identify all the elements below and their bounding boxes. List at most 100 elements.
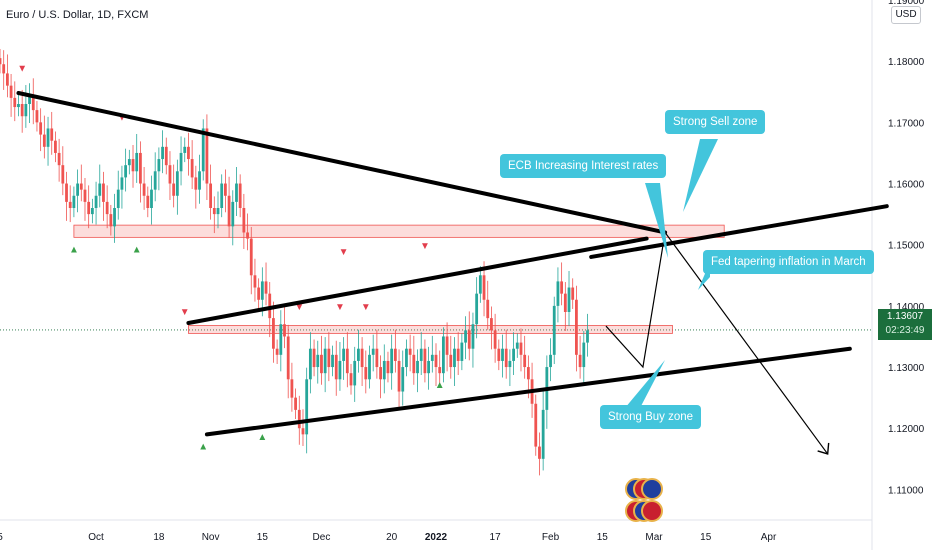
bear-candle [164, 146, 168, 166]
bull-candle [586, 330, 589, 343]
bull-candle [541, 409, 545, 459]
bear-candle [57, 152, 61, 166]
bear-candle [445, 336, 449, 355]
x-tick-label: Mar [645, 532, 663, 543]
bear-candle [272, 318, 275, 349]
bear-candle [35, 110, 39, 123]
bull-candle [323, 348, 327, 374]
bear-candle [87, 201, 91, 215]
bear-candle [423, 348, 427, 374]
bear-candle [449, 354, 453, 368]
bull-candle [116, 189, 120, 208]
bull-candle [368, 354, 371, 380]
bear-candle [253, 275, 257, 288]
bear-candle [301, 428, 305, 435]
bull-candle [552, 305, 556, 355]
bear-candle [257, 287, 261, 300]
bear-candle [563, 293, 567, 312]
thumbs-down-icon: ▼ [361, 302, 371, 313]
bull-candle [17, 104, 20, 108]
broker-logo-icon [625, 478, 663, 522]
bear-candle [275, 348, 279, 355]
descending-resistance [16, 90, 668, 235]
bull-candle [135, 152, 139, 172]
bull-candle [183, 146, 187, 153]
bear-candle [504, 348, 508, 368]
bull-candle [371, 348, 375, 355]
bull-candle [427, 360, 431, 374]
bear-candle [434, 354, 438, 368]
bear-candle [297, 409, 301, 429]
bull-candle [475, 293, 479, 325]
bear-candle [194, 177, 198, 190]
x-tick-label: Oct [88, 532, 104, 543]
bear-candle [205, 128, 209, 184]
bear-candle [65, 183, 68, 202]
bear-candle [139, 152, 142, 184]
bull-candle [72, 195, 76, 208]
x-tick-label: 18 [153, 532, 165, 543]
bear-candle [438, 367, 442, 374]
bull-candle [305, 379, 309, 435]
x-tick-label: Apr [761, 532, 777, 543]
bear-candle [131, 159, 135, 172]
bear-candle [109, 214, 113, 227]
bull-candle [216, 208, 220, 215]
bull-candle [127, 159, 131, 166]
x-tick-label: Nov [202, 532, 220, 543]
thumbs-down-icon: ▼ [339, 247, 349, 258]
x-tick-label: 17 [490, 532, 502, 543]
bear-candle [249, 238, 253, 276]
bull-candle [357, 348, 360, 361]
buy-zone-callout: Strong Buy zone [600, 405, 702, 429]
bear-candle [42, 134, 46, 147]
trendlines [16, 90, 889, 437]
bear-candle [349, 373, 353, 386]
symbol-title: Euro / U.S. Dollar, 1D, FXCM [6, 9, 149, 21]
bear-candle [379, 367, 382, 380]
bear-candle [312, 348, 316, 368]
bear-candle [168, 165, 172, 184]
bear-candle [190, 159, 194, 178]
bull-candle [331, 354, 334, 368]
y-tick-label: 1.18000 [888, 57, 925, 68]
bull-candle [353, 360, 357, 386]
bull-candle [113, 208, 116, 227]
bear-candle [538, 446, 541, 459]
x-tick-label: 15 [597, 532, 609, 543]
bull-candle [220, 183, 224, 208]
bear-candle [493, 330, 497, 349]
bear-candle [187, 146, 190, 160]
x-tick-label: Dec [313, 532, 331, 543]
x-tick-label: 2022 [425, 532, 448, 543]
bull-candle [478, 275, 482, 294]
bull-candle [405, 348, 408, 368]
current-price-label: 1.13607 02:23:49 [878, 309, 932, 340]
bull-candle [94, 195, 98, 208]
bull-candle [430, 354, 434, 361]
bear-candle [408, 348, 412, 355]
ecb-pointer [645, 183, 668, 258]
thumbs-up-icon: ▲ [198, 441, 208, 452]
bear-candle [526, 367, 530, 380]
bull-candle [150, 189, 153, 208]
upper-zone [73, 224, 725, 238]
bull-candle [453, 348, 456, 368]
channel-upper [186, 236, 649, 326]
bear-candle [497, 348, 501, 361]
channel-upper-ext [589, 204, 889, 259]
bull-candle [231, 201, 235, 227]
bull-candle [201, 128, 205, 172]
middle-zone [188, 325, 673, 334]
currency-button[interactable]: USD [891, 6, 921, 24]
y-tick-label: 1.17000 [888, 118, 925, 129]
bear-candle [578, 354, 582, 368]
bear-candle [105, 201, 109, 215]
fed-callout: Fed tapering inflation in March [703, 250, 874, 274]
bear-candle [246, 232, 249, 239]
bear-candle [345, 348, 349, 374]
bear-candle [456, 348, 460, 361]
bar-countdown: 02:23:49 [885, 325, 925, 336]
bear-candle [242, 208, 246, 233]
